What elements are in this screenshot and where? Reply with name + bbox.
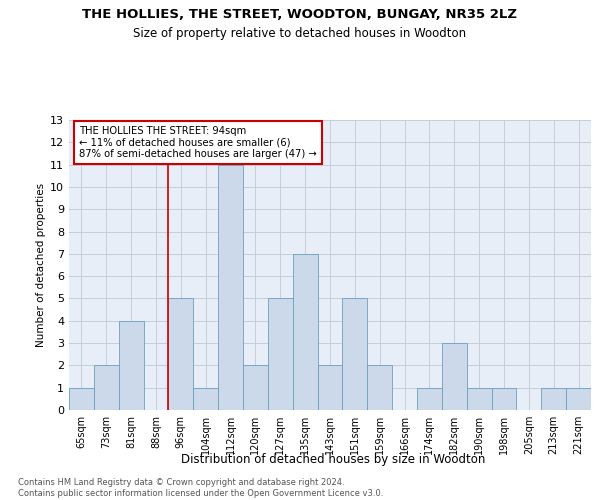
Text: Distribution of detached houses by size in Woodton: Distribution of detached houses by size … (181, 452, 485, 466)
Bar (293, 254, 317, 410)
Bar (417, 388, 442, 410)
Text: THE HOLLIES THE STREET: 94sqm
← 11% of detached houses are smaller (6)
87% of se: THE HOLLIES THE STREET: 94sqm ← 11% of d… (79, 126, 317, 159)
Bar (193, 388, 218, 410)
Bar (566, 388, 591, 410)
Bar (317, 366, 343, 410)
Bar (442, 343, 467, 410)
Bar (467, 388, 491, 410)
Bar (218, 164, 243, 410)
Bar (243, 366, 268, 410)
Bar (541, 388, 566, 410)
Text: Size of property relative to detached houses in Woodton: Size of property relative to detached ho… (133, 28, 467, 40)
Bar (367, 366, 392, 410)
Bar (268, 298, 293, 410)
Bar (343, 298, 367, 410)
Bar (491, 388, 517, 410)
Text: Contains HM Land Registry data © Crown copyright and database right 2024.
Contai: Contains HM Land Registry data © Crown c… (18, 478, 383, 498)
Bar (119, 321, 143, 410)
Bar (169, 298, 193, 410)
Text: THE HOLLIES, THE STREET, WOODTON, BUNGAY, NR35 2LZ: THE HOLLIES, THE STREET, WOODTON, BUNGAY… (83, 8, 517, 20)
Y-axis label: Number of detached properties: Number of detached properties (36, 183, 46, 347)
Bar (69, 388, 94, 410)
Bar (94, 366, 119, 410)
